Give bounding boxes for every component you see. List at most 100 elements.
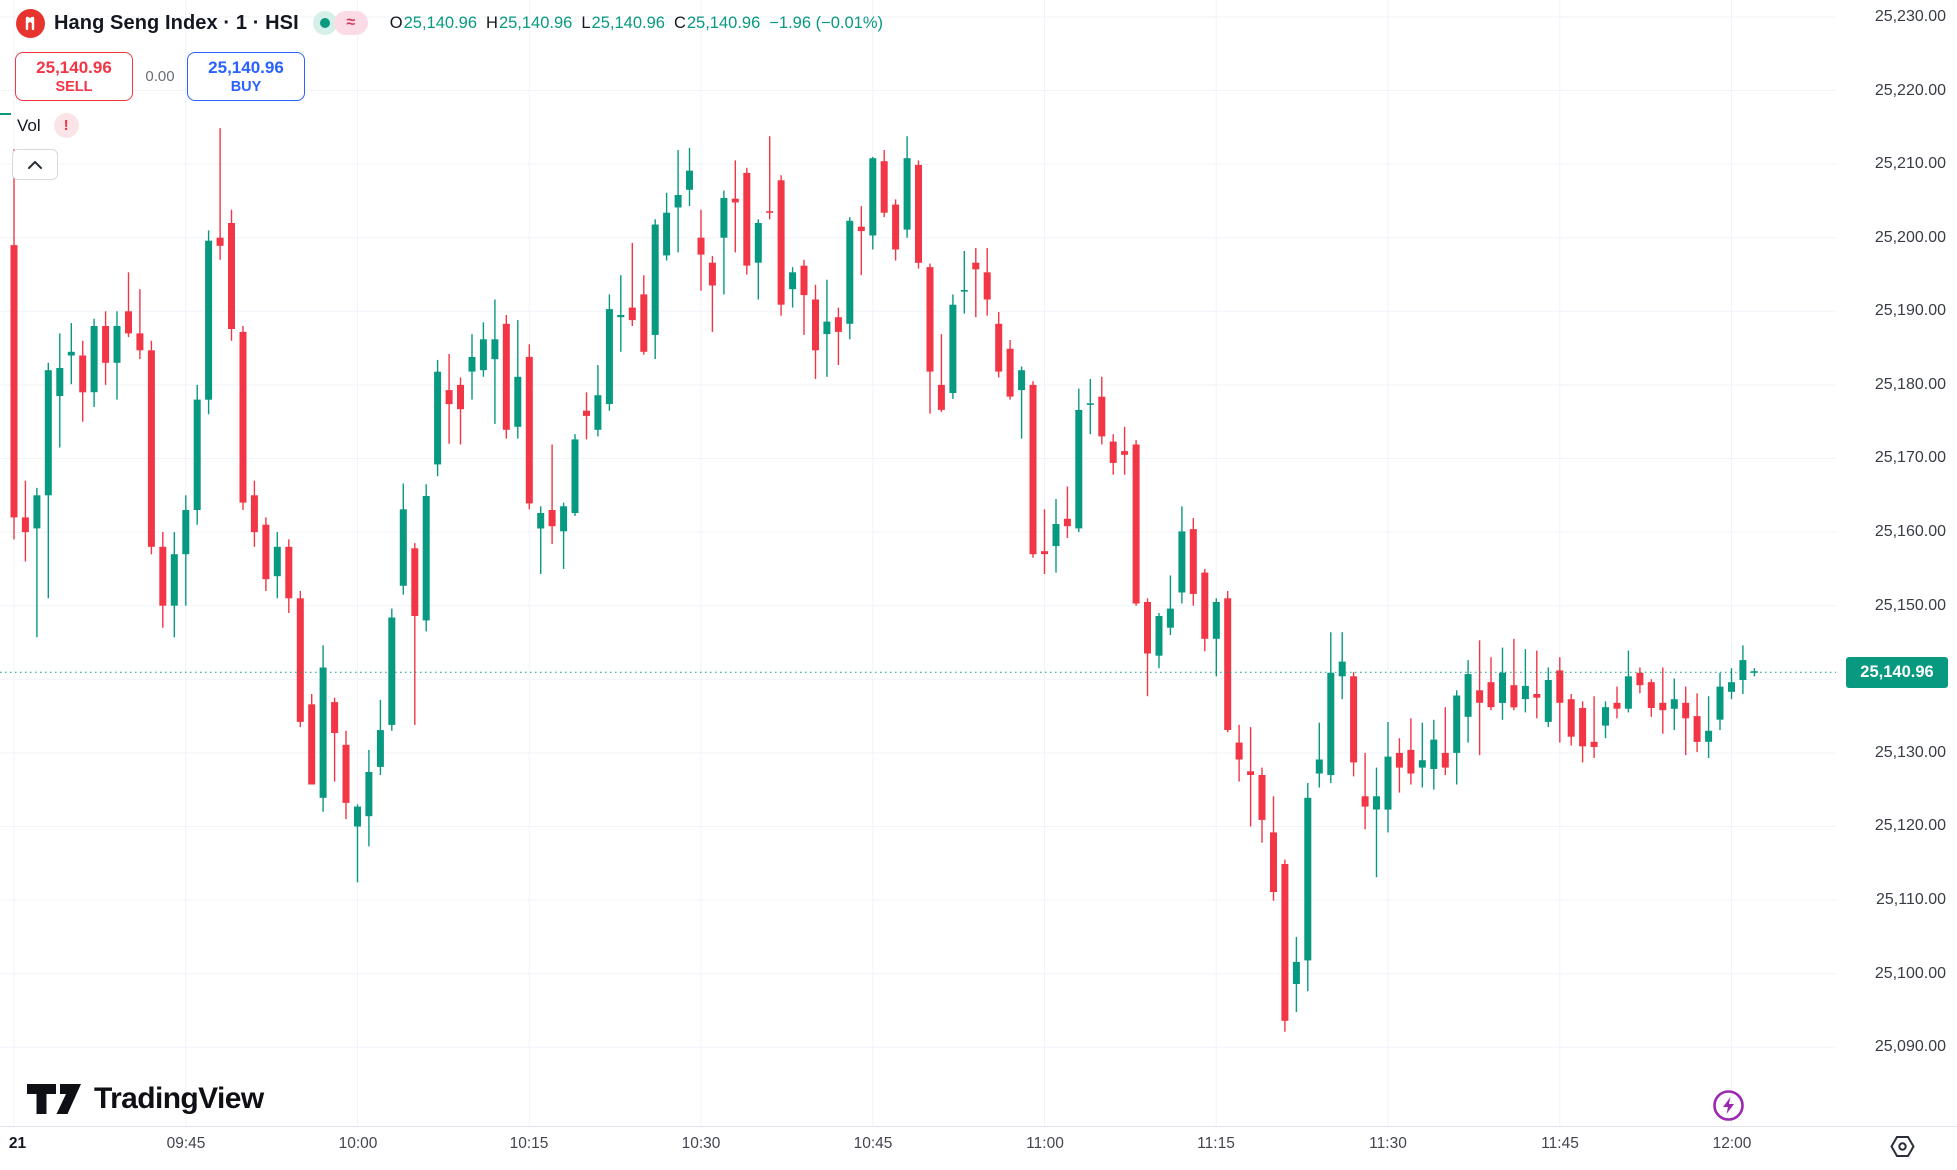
candle [594, 365, 602, 437]
candle [1063, 486, 1071, 538]
candle [560, 502, 568, 569]
high-value: 25,140.96 [498, 13, 573, 32]
chart-canvas[interactable] [0, 0, 1836, 1126]
candle [674, 150, 682, 253]
candle [285, 539, 293, 613]
price-axis-label: 25,100.00 [1874, 965, 1946, 982]
indicator-warning-icon[interactable]: ! [53, 113, 79, 138]
candle [1178, 506, 1186, 604]
candle [766, 136, 774, 220]
sell-price: 25,140.96 [36, 57, 112, 77]
candle [1521, 649, 1529, 713]
candle [1590, 696, 1598, 758]
price-axis-label: 25,150.00 [1874, 597, 1946, 614]
candle [903, 136, 911, 238]
candle [1476, 640, 1484, 756]
candle [376, 699, 384, 775]
candle [1441, 707, 1449, 775]
time-axis-label: 11:30 [1369, 1135, 1407, 1152]
candle [308, 694, 316, 785]
candle [21, 480, 29, 562]
candle [159, 532, 167, 628]
candle [1739, 645, 1747, 694]
axis-settings-button[interactable] [1888, 1132, 1916, 1160]
delayed-data-icon[interactable]: ≈ [333, 11, 368, 35]
candle [1109, 434, 1117, 475]
candle [514, 320, 522, 439]
price-axis[interactable]: 25,140.96 25,230.00 25,220.00 25,210.00 25,… [1836, 0, 1957, 1126]
candle [422, 484, 430, 632]
time-axis-label: 21 [8, 1135, 27, 1152]
candle [457, 377, 464, 445]
price-axis-label: 25,210.00 [1874, 155, 1946, 172]
candle [319, 645, 327, 812]
time-axis-label: 11:00 [1026, 1135, 1064, 1152]
candle [1636, 667, 1644, 694]
volume-indicator-label[interactable]: Vol [17, 115, 41, 135]
low-value: 25,140.96 [591, 13, 665, 32]
candle [1453, 690, 1461, 785]
candle [743, 167, 751, 275]
candle [1224, 591, 1232, 733]
pane-collapse-button[interactable] [12, 149, 58, 180]
candle [823, 279, 831, 377]
candle [1304, 783, 1312, 992]
candle [1006, 340, 1014, 400]
candle [331, 697, 339, 782]
candle [1361, 752, 1369, 830]
candle [1556, 657, 1564, 743]
candle [892, 199, 900, 261]
time-axis[interactable]: 21 09:45 10:00 10:15 10:30 10:45 11:00 11:15 11:… [0, 1126, 1957, 1170]
boost-flash-button[interactable] [1712, 1089, 1745, 1122]
price-axis-label: 25,090.00 [1874, 1038, 1946, 1055]
candle [1750, 668, 1758, 677]
candle [399, 483, 407, 595]
symbol-title[interactable]: Hang Seng Index · 1 · HSI [54, 11, 299, 34]
candle [102, 311, 110, 385]
candle [434, 359, 442, 477]
candle [1052, 499, 1060, 573]
candle [1487, 657, 1495, 711]
candle [1258, 767, 1266, 843]
symbol-logo-icon[interactable] [16, 8, 45, 38]
candle [1373, 767, 1380, 878]
brand-wordmark[interactable]: TradingView [94, 1082, 264, 1115]
time-axis-label: 10:45 [853, 1135, 893, 1152]
candle [548, 444, 556, 544]
price-axis-label: 25,170.00 [1874, 449, 1946, 466]
candle [1247, 727, 1255, 827]
price-axis-label: 25,110.00 [1876, 891, 1946, 908]
candle [1132, 440, 1140, 606]
candle [1430, 719, 1438, 790]
change-value: −1.96 (−0.01%) [769, 13, 884, 32]
candle [537, 506, 545, 574]
candle [857, 206, 865, 276]
candle [800, 259, 808, 335]
candle [686, 147, 693, 207]
candle [834, 307, 842, 365]
brand-footer: TradingView [25, 1082, 264, 1116]
buy-price: 25,140.96 [208, 57, 284, 77]
candle [1384, 722, 1392, 833]
candle [605, 294, 613, 411]
candle [1270, 796, 1277, 901]
candle [937, 334, 945, 413]
buy-button[interactable]: 25,140.96 BUY [187, 52, 305, 101]
trade-panel: 25,140.96 SELL 0.00 25,140.96 BUY [15, 52, 305, 101]
hexagon-settings-icon [1889, 1135, 1915, 1157]
candle [617, 275, 625, 352]
candle [228, 209, 235, 341]
tradingview-logo-icon[interactable] [25, 1082, 83, 1116]
sell-button[interactable]: 25,140.96 SELL [15, 52, 133, 101]
candle [1155, 613, 1163, 669]
candle [720, 190, 728, 295]
candle [1189, 518, 1197, 606]
candle [1624, 650, 1632, 713]
candle [697, 209, 705, 291]
candle [296, 591, 304, 728]
candle [1407, 718, 1415, 785]
price-axis-label: 25,230.00 [1874, 8, 1946, 25]
price-axis-label: 25,120.00 [1874, 817, 1946, 834]
market-status-dot-icon[interactable] [312, 11, 337, 35]
candle [949, 294, 957, 399]
